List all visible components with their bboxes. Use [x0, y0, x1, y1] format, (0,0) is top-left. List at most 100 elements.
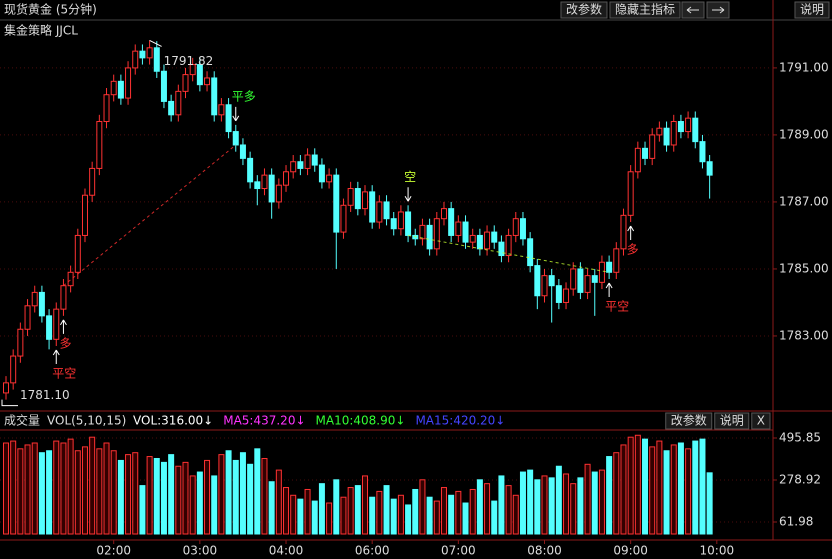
volume-bar: [484, 483, 491, 535]
candle-body: [333, 174, 340, 233]
volume-bar: [642, 438, 649, 535]
button-label[interactable]: 说明: [800, 2, 824, 17]
candle-body: [160, 70, 167, 102]
volume-bar: [563, 473, 570, 535]
volume-bar: [340, 496, 347, 535]
volume-bar: [96, 448, 103, 535]
volume-bar: [606, 456, 613, 535]
volume-bar: [491, 500, 498, 535]
volume-bar: [534, 479, 541, 535]
signal-arrow: [52, 349, 60, 365]
button-label[interactable]: 改参数: [566, 2, 602, 17]
y-tick-label: 495.85: [779, 431, 821, 445]
volume-bar: [283, 487, 290, 535]
volume-bar: [225, 450, 232, 535]
candle-body: [613, 248, 620, 273]
right-icon: [712, 6, 725, 14]
volume-bar: [433, 500, 440, 535]
volume-bar: [476, 479, 483, 535]
legend-entry: MA15:420.20↓: [415, 414, 505, 428]
volume-bar: [677, 442, 684, 535]
candle-body: [10, 355, 17, 384]
volume-bar: [455, 490, 462, 535]
candle-body: [81, 194, 88, 236]
candle-body: [275, 184, 282, 203]
volume-bar: [656, 440, 663, 535]
candle-body: [311, 154, 318, 166]
volume-bar: [383, 485, 390, 535]
volume-bar: [613, 452, 620, 535]
candle-body: [31, 291, 38, 307]
volume-bar: [469, 488, 476, 535]
volume-bar: [333, 479, 340, 535]
candle-body: [125, 67, 132, 99]
volume-bar: [67, 438, 74, 535]
button[interactable]: [714, 412, 750, 430]
candle-body: [110, 80, 117, 96]
extreme-label: 1791.82: [164, 54, 214, 68]
volume-bar: [275, 469, 282, 535]
x-tick-label: 04:00: [269, 544, 304, 558]
volume-bar: [362, 475, 368, 535]
volume-bar: [706, 472, 713, 535]
volume-bar: [3, 442, 9, 535]
x-tick-label: 06:00: [355, 544, 390, 558]
volume-bar: [326, 502, 333, 535]
signal-arrow: [232, 106, 240, 122]
volume-bar: [46, 450, 53, 535]
candle-body: [448, 208, 455, 236]
extreme-marker: [149, 39, 162, 47]
signal-link: [63, 144, 237, 287]
candle-body: [117, 80, 124, 99]
candle-body: [46, 315, 53, 340]
volume-bar: [555, 465, 562, 535]
candle-body: [383, 201, 390, 220]
candle-body: [132, 50, 139, 69]
volume-bar: [81, 446, 88, 535]
x-tick-label: 02:00: [96, 544, 131, 558]
button-label[interactable]: X: [757, 414, 765, 428]
candle-body: [376, 201, 383, 223]
candle-body: [153, 47, 160, 72]
button[interactable]: [794, 1, 830, 19]
button[interactable]: [751, 412, 771, 430]
candle-body: [620, 214, 627, 250]
button[interactable]: [560, 1, 608, 19]
candle-body: [505, 234, 512, 257]
candle-body: [397, 211, 404, 230]
volume-bar: [232, 459, 239, 535]
candle-body: [362, 191, 368, 210]
volume-bar: [17, 448, 24, 535]
volume-bar: [584, 463, 591, 535]
signal-arrow: [60, 319, 67, 334]
button-label[interactable]: 隐藏主指标: [615, 2, 675, 17]
candle-body: [89, 167, 96, 196]
signal-label: 平空: [605, 299, 629, 313]
volume-bar: [527, 469, 534, 535]
candle-body: [139, 50, 146, 59]
volume-bar: [369, 496, 376, 535]
volume-bar: [132, 452, 139, 535]
volume-bar: [153, 457, 160, 535]
candle-body: [670, 121, 677, 146]
volume-bar: [670, 444, 677, 535]
button-label[interactable]: 说明: [720, 413, 744, 428]
candle-body: [67, 271, 74, 287]
button[interactable]: [665, 412, 713, 430]
candle-body: [519, 218, 526, 240]
volume-bar: [397, 494, 404, 535]
volume-bar: [168, 454, 175, 535]
candle-body: [17, 328, 24, 357]
candle-body: [53, 308, 60, 340]
volume-bar: [311, 500, 318, 535]
candle-body: [498, 241, 505, 257]
candle-body: [304, 154, 311, 169]
volume-bar: [318, 483, 325, 535]
candle-body: [584, 275, 591, 293]
button-label[interactable]: 改参数: [671, 413, 707, 428]
signal-arrow: [627, 225, 635, 241]
candle-body: [196, 64, 203, 86]
button[interactable]: [609, 1, 681, 19]
left-icon: [686, 6, 699, 14]
volume-bar: [649, 446, 656, 535]
